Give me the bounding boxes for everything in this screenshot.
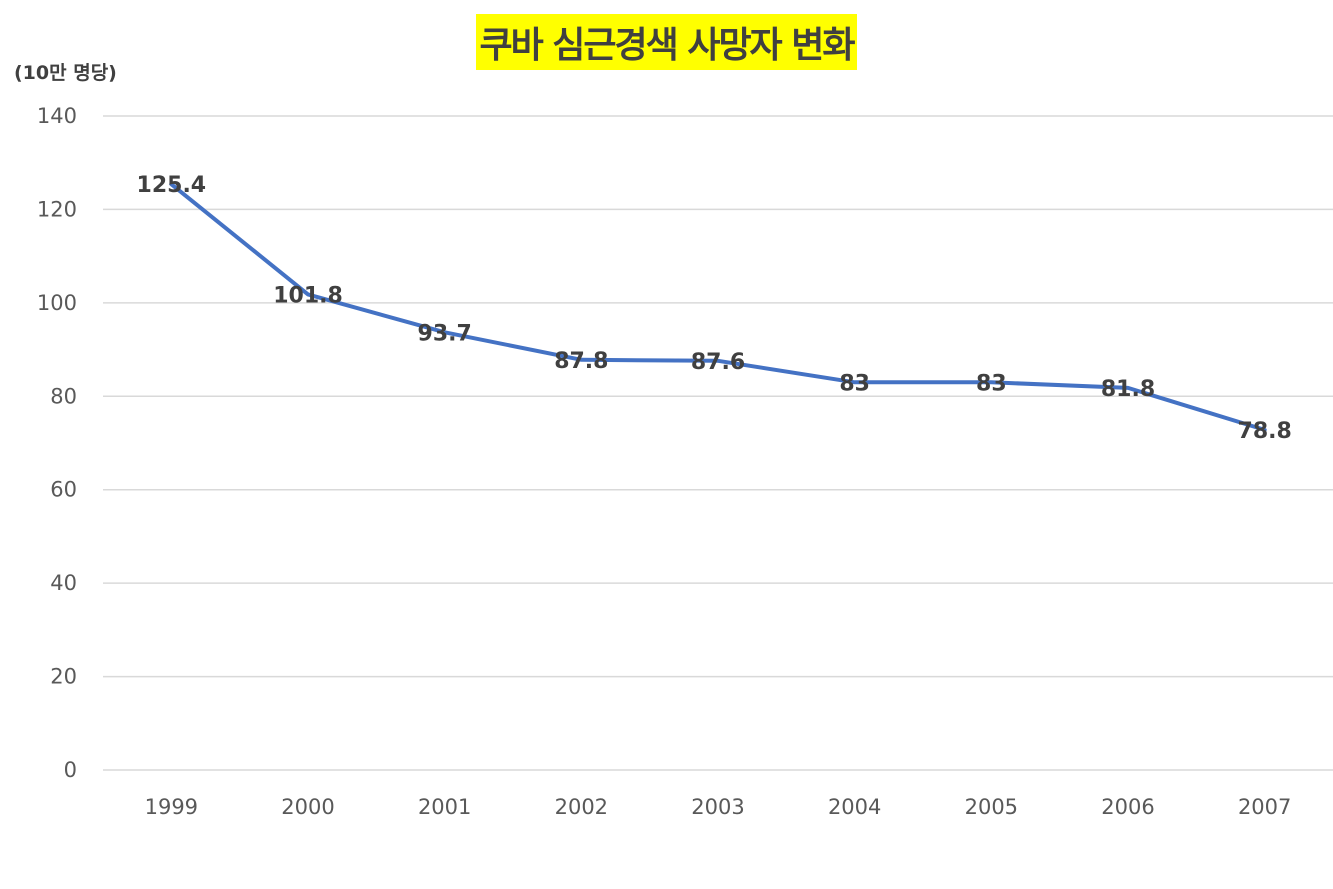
data-label: 93.7: [418, 321, 472, 346]
y-tick-label: 120: [37, 197, 77, 221]
data-label: 81.8: [1101, 377, 1155, 402]
chart-title: 쿠바 심근경색 사망자 변화: [475, 14, 858, 70]
x-tick-label: 2001: [418, 795, 471, 819]
chart-title-wrap: 쿠바 심근경색 사망자 변화: [0, 14, 1333, 70]
x-tick-label: 2002: [555, 795, 608, 819]
y-axis-unit-label: (10만 명당): [14, 62, 117, 84]
y-tick-label: 20: [50, 665, 77, 689]
x-tick-label: 2007: [1238, 795, 1291, 819]
y-tick-label: 100: [37, 291, 77, 315]
y-tick-label: 140: [37, 104, 77, 128]
x-tick-label: 2003: [691, 795, 744, 819]
data-label: 83: [976, 371, 1007, 396]
data-label: 101.8: [273, 283, 343, 308]
x-tick-label: 1999: [145, 795, 198, 819]
y-tick-label: 60: [50, 478, 77, 502]
y-tick-label: 80: [50, 384, 77, 408]
data-label: 83: [839, 371, 870, 396]
x-tick-label: 2006: [1101, 795, 1154, 819]
y-tick-label: 40: [50, 571, 77, 595]
x-tick-label: 2004: [828, 795, 881, 819]
x-tick-label: 2005: [965, 795, 1018, 819]
series-line: [169, 182, 1267, 432]
data-label: 125.4: [137, 173, 207, 198]
x-tick-label: 2000: [281, 795, 334, 819]
data-label: 78.8: [1238, 419, 1292, 444]
y-tick-label: 0: [64, 758, 77, 782]
data-label: 87.6: [691, 350, 745, 375]
data-label: 87.8: [554, 349, 608, 374]
